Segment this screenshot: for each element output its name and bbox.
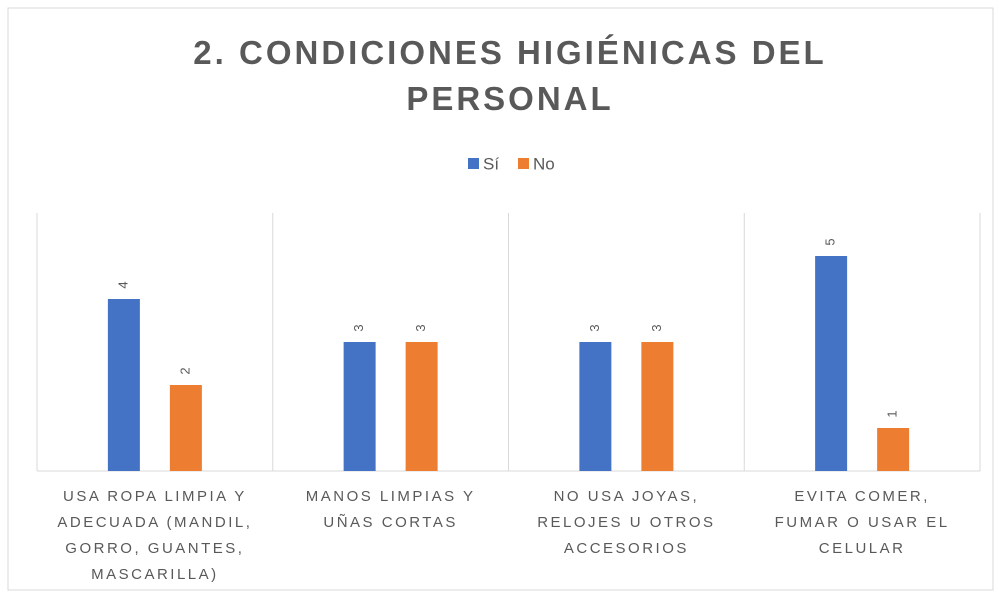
legend-swatch: [468, 158, 479, 169]
legend-label: No: [533, 154, 555, 173]
data-label: 5: [823, 238, 838, 245]
bar: [405, 342, 438, 471]
x-tick-label: MANOS LIMPIAS Y UÑAS CORTAS: [306, 488, 476, 531]
legend-label: Sí: [483, 154, 499, 173]
bar: [343, 342, 376, 471]
bar: [579, 342, 612, 471]
x-tick-label: USA ROPA LIMPIA Y ADECUADA (MANDIL, GORRO,…: [57, 488, 252, 583]
data-label: 3: [649, 324, 664, 331]
x-tick-label: EVITA COMER, FUMAR O USAR EL CELULAR: [775, 488, 950, 557]
data-label: 4: [115, 281, 130, 288]
data-label: 3: [587, 324, 602, 331]
data-label: 1: [885, 410, 900, 417]
bar: [107, 299, 140, 471]
data-label: 2: [177, 367, 192, 374]
data-label: 3: [413, 324, 428, 331]
data-label: 3: [351, 324, 366, 331]
bar: [169, 385, 202, 471]
bar: [641, 342, 674, 471]
x-tick-label: NO USA JOYAS, RELOJES U OTROS ACCESORIOS: [537, 488, 715, 557]
legend-swatch: [518, 158, 529, 169]
chart-title: 2. CONDICIONES HIGIÉNICAS DEL PERSONAL: [193, 34, 826, 117]
bar: [815, 256, 848, 471]
bar: [877, 428, 910, 471]
